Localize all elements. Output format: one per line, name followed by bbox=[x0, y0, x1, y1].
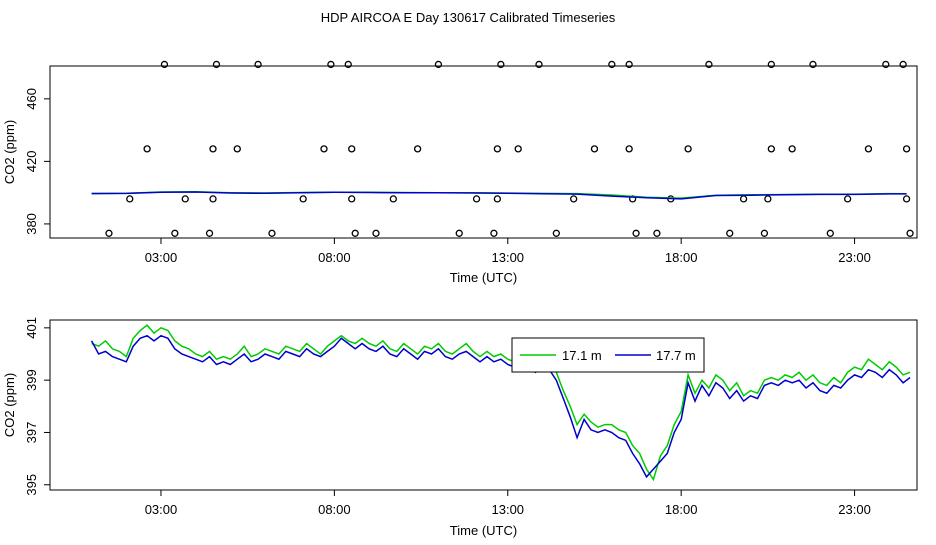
bottom-y-tick-label: 395 bbox=[24, 474, 39, 496]
top-data-point bbox=[899, 60, 907, 69]
top-y-tick-label: 380 bbox=[24, 213, 39, 235]
top-data-point bbox=[434, 60, 443, 69]
top-data-point bbox=[809, 60, 817, 69]
bottom-plot-area bbox=[90, 324, 911, 482]
top-data-point bbox=[906, 229, 914, 237]
bottom-panel: 395 397 399 401 03:00 08:00 13:00 18:00 23:00 T… bbox=[2, 317, 918, 538]
top-data-point bbox=[843, 195, 852, 203]
top-y-axis: 380 420 460 bbox=[24, 88, 50, 235]
top-data-point bbox=[570, 195, 578, 203]
top-y-tick-label: 460 bbox=[24, 88, 39, 110]
top-data-point bbox=[760, 229, 769, 237]
bottom-x-tick-label: 18:00 bbox=[665, 502, 698, 517]
top-data-point bbox=[864, 145, 873, 153]
top-data-point bbox=[171, 229, 179, 237]
bottom-plot-frame bbox=[49, 319, 918, 491]
top-data-point bbox=[826, 229, 834, 237]
top-data-point bbox=[739, 195, 748, 203]
top-data-point bbox=[632, 229, 640, 237]
top-data-point bbox=[726, 229, 734, 237]
top-data-point bbox=[493, 195, 502, 203]
top-data-point bbox=[764, 195, 772, 203]
top-data-point bbox=[684, 145, 692, 153]
top-data-point bbox=[181, 195, 189, 203]
top-data-point bbox=[493, 145, 502, 153]
top-y-axis-title: CO2 (ppm) bbox=[2, 120, 17, 184]
top-data-point bbox=[552, 229, 560, 237]
bottom-y-tick-label: 399 bbox=[24, 369, 39, 391]
top-data-point bbox=[389, 195, 397, 203]
top-x-tick-label: 08:00 bbox=[318, 250, 351, 265]
top-data-point bbox=[902, 145, 911, 153]
top-data-point bbox=[625, 145, 633, 153]
legend-label-17-1m: 17.1 m bbox=[562, 348, 602, 363]
top-data-point bbox=[653, 229, 661, 237]
top-data-point bbox=[608, 60, 616, 69]
bottom-y-axis: 395 397 399 401 bbox=[24, 317, 50, 496]
top-data-point bbox=[767, 145, 775, 153]
top-data-point bbox=[209, 195, 217, 203]
top-data-point bbox=[514, 145, 522, 153]
top-data-point bbox=[254, 60, 262, 69]
top-series-line-2 bbox=[91, 191, 907, 200]
top-data-point bbox=[535, 60, 543, 69]
top-data-point bbox=[902, 195, 911, 203]
top-data-point bbox=[767, 60, 775, 69]
top-data-point bbox=[882, 60, 890, 69]
top-plot-area bbox=[91, 60, 914, 237]
top-data-point bbox=[327, 60, 335, 69]
top-data-point bbox=[705, 60, 713, 69]
top-data-point bbox=[344, 60, 352, 69]
top-data-point bbox=[126, 195, 134, 203]
bottom-y-axis-title: CO2 (ppm) bbox=[2, 373, 17, 437]
legend-label-17-7m: 17.7 m bbox=[656, 348, 696, 363]
top-data-point bbox=[212, 60, 221, 69]
top-data-point bbox=[372, 229, 380, 237]
top-data-point bbox=[490, 229, 498, 237]
top-data-point bbox=[105, 229, 113, 237]
top-data-point bbox=[299, 195, 307, 203]
top-data-point bbox=[320, 145, 328, 153]
top-x-tick-label: 23:00 bbox=[838, 250, 871, 265]
top-x-tick-label: 03:00 bbox=[145, 250, 178, 265]
legend: 17.1 m 17.7 m bbox=[511, 337, 705, 373]
bottom-x-axis-title: Time (UTC) bbox=[450, 523, 517, 538]
top-data-point bbox=[348, 145, 356, 153]
top-data-point bbox=[788, 145, 796, 153]
top-data-point bbox=[590, 145, 599, 153]
top-data-point bbox=[233, 145, 241, 153]
bottom-series-line-1 bbox=[90, 334, 911, 479]
top-data-point bbox=[143, 145, 151, 153]
top-data-point bbox=[625, 60, 633, 69]
top-data-point bbox=[351, 229, 359, 237]
bottom-series-line-0 bbox=[91, 324, 911, 482]
bottom-x-tick-label: 13:00 bbox=[492, 502, 525, 517]
bottom-x-tick-label: 03:00 bbox=[145, 502, 178, 517]
bottom-y-tick-label: 397 bbox=[24, 422, 39, 444]
bottom-x-tick-label: 08:00 bbox=[318, 502, 351, 517]
top-x-axis-title: Time (UTC) bbox=[450, 270, 517, 285]
bottom-x-axis: 03:00 08:00 13:00 18:00 23:00 bbox=[145, 490, 871, 517]
top-data-point bbox=[160, 60, 169, 69]
top-data-point bbox=[413, 145, 422, 153]
top-data-point bbox=[348, 195, 356, 203]
top-plot-frame bbox=[49, 65, 918, 239]
top-data-point bbox=[209, 145, 217, 153]
top-y-tick-label: 420 bbox=[24, 151, 39, 173]
bottom-y-tick-label: 401 bbox=[24, 317, 39, 339]
top-x-tick-label: 18:00 bbox=[665, 250, 698, 265]
top-data-point bbox=[205, 229, 214, 237]
top-panel: 380 420 460 03:00 08:00 13:00 18:00 23:00 Time… bbox=[2, 60, 918, 285]
top-data-point bbox=[497, 60, 505, 69]
top-x-axis: 03:00 08:00 13:00 18:00 23:00 bbox=[145, 238, 871, 265]
top-data-point bbox=[455, 229, 463, 237]
top-data-point bbox=[472, 195, 481, 203]
top-x-tick-label: 13:00 bbox=[492, 250, 525, 265]
top-data-point bbox=[268, 229, 276, 237]
page-title: HDP AIRCOA E Day 130617 Calibrated Times… bbox=[321, 10, 616, 25]
bottom-x-tick-label: 23:00 bbox=[838, 502, 871, 517]
